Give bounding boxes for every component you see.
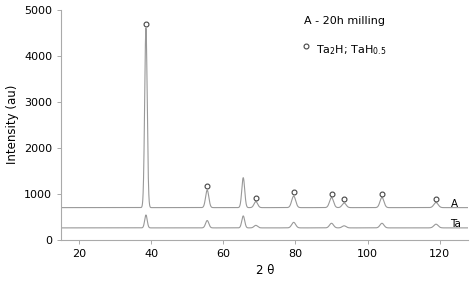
Text: A - 20h milling: A - 20h milling: [303, 16, 384, 27]
X-axis label: 2 θ: 2 θ: [255, 264, 274, 277]
Text: Ta: Ta: [450, 219, 461, 230]
Y-axis label: Intensity (au): Intensity (au): [6, 85, 18, 164]
Text: A: A: [450, 199, 457, 209]
Text: Ta$_2$H; TaH$_{0.5}$: Ta$_2$H; TaH$_{0.5}$: [316, 43, 386, 57]
